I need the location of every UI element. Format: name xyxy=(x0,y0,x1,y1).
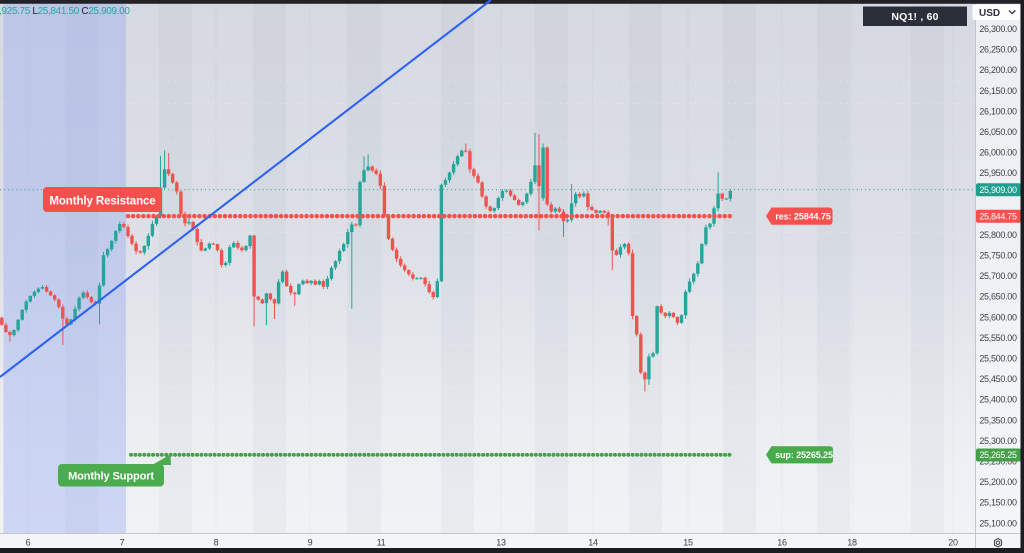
svg-text:8: 8 xyxy=(214,538,219,548)
svg-text:USD: USD xyxy=(979,8,1000,19)
svg-text:26,200.00: 26,200.00 xyxy=(979,65,1017,75)
svg-text:20: 20 xyxy=(948,538,958,548)
svg-text:14: 14 xyxy=(588,538,598,548)
svg-text:9: 9 xyxy=(308,538,313,548)
svg-text:11: 11 xyxy=(377,538,386,548)
svg-text:26,250.00: 26,250.00 xyxy=(979,45,1017,55)
svg-text:25,500.00: 25,500.00 xyxy=(979,354,1017,364)
svg-text:6: 6 xyxy=(26,538,31,548)
svg-text:25,400.00: 25,400.00 xyxy=(979,395,1017,405)
svg-text:,925.75 L25,841.50 C25,909.00: ,925.75 L25,841.50 C25,909.00 xyxy=(0,6,130,17)
svg-text:15: 15 xyxy=(683,538,693,548)
svg-text:25,265.25: 25,265.25 xyxy=(979,450,1017,460)
svg-text:25,750.00: 25,750.00 xyxy=(979,251,1017,261)
svg-text:26,150.00: 26,150.00 xyxy=(979,86,1017,96)
svg-text:res: 25844.75: res: 25844.75 xyxy=(775,212,830,222)
svg-text:26,300.00: 26,300.00 xyxy=(979,24,1017,34)
svg-text:13: 13 xyxy=(496,538,506,548)
svg-text:25,844.75: 25,844.75 xyxy=(979,212,1017,222)
svg-text:25,100.00: 25,100.00 xyxy=(979,518,1017,528)
svg-text:Monthly Support: Monthly Support xyxy=(68,471,154,483)
svg-text:25,150.00: 25,150.00 xyxy=(979,498,1017,508)
svg-text:25,950.00: 25,950.00 xyxy=(979,168,1017,178)
svg-text:Monthly Resistance: Monthly Resistance xyxy=(49,196,155,208)
svg-text:25,700.00: 25,700.00 xyxy=(979,271,1017,281)
svg-text:sup: 25265.25: sup: 25265.25 xyxy=(775,450,833,460)
svg-text:26,000.00: 26,000.00 xyxy=(979,148,1017,158)
svg-text:26,100.00: 26,100.00 xyxy=(979,106,1017,116)
svg-text:25,450.00: 25,450.00 xyxy=(979,374,1017,384)
svg-text:26,050.00: 26,050.00 xyxy=(979,127,1017,137)
svg-text:25,909.00: 25,909.00 xyxy=(979,185,1017,195)
svg-text:25,350.00: 25,350.00 xyxy=(979,415,1017,425)
svg-text:NQ1! , 60: NQ1! , 60 xyxy=(891,11,938,23)
svg-text:18: 18 xyxy=(847,538,857,548)
svg-text:25,800.00: 25,800.00 xyxy=(979,230,1017,240)
svg-text:7: 7 xyxy=(120,538,125,548)
svg-text:25,300.00: 25,300.00 xyxy=(979,436,1017,446)
svg-text:25,650.00: 25,650.00 xyxy=(979,292,1017,302)
svg-text:25,600.00: 25,600.00 xyxy=(979,312,1017,322)
svg-text:16: 16 xyxy=(777,538,787,548)
svg-text:25,200.00: 25,200.00 xyxy=(979,477,1017,487)
svg-text:25,550.00: 25,550.00 xyxy=(979,333,1017,343)
